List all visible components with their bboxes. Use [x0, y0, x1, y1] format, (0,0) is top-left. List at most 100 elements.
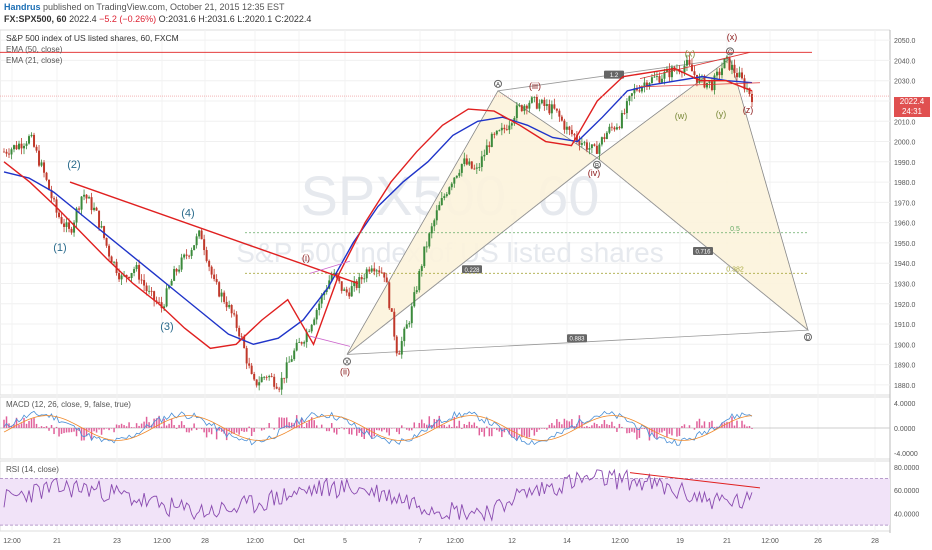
candle-body	[568, 126, 571, 130]
candle-body	[580, 143, 583, 145]
y-tick-label: 1890.0	[894, 363, 916, 370]
candle-body	[165, 288, 168, 307]
x-tick-label: Oct	[294, 538, 305, 545]
candle-body	[473, 168, 476, 170]
wave-label: (iv)	[588, 168, 601, 178]
x-tick-label: 14	[563, 538, 571, 545]
candle-body	[363, 278, 366, 280]
candle-body	[40, 162, 43, 166]
candle-body	[495, 130, 498, 135]
drawings: (1) (2) (3) (4) (i) (ii) (iii) (iv) (w) (x) (y) (z)…	[0, 32, 890, 377]
candle-body	[575, 135, 578, 141]
rsi-tick-label: 60.0000	[894, 488, 919, 495]
candle-body	[5, 151, 8, 154]
y-tick-label: 1950.0	[894, 241, 916, 248]
candle-body	[360, 277, 363, 280]
y-tick-label: 1880.0	[894, 383, 916, 390]
candle-body	[198, 230, 201, 237]
wave-label: (ii)	[340, 367, 350, 377]
wave-label: (4)	[181, 208, 194, 220]
ema21-label[interactable]: EMA (21, close)	[6, 56, 63, 65]
candle-body	[265, 376, 268, 378]
harmonic-leg	[346, 329, 809, 355]
candle-body	[550, 104, 553, 114]
candle-body	[390, 308, 393, 312]
candle-body	[705, 82, 708, 88]
candle-body	[455, 175, 458, 178]
candle-body	[618, 127, 621, 129]
candle-body	[20, 143, 23, 149]
candle-body	[520, 105, 523, 112]
candle-body	[738, 72, 741, 78]
candle-body	[393, 311, 396, 337]
macd-label[interactable]: MACD (12, 26, close, 9, false, true)	[6, 400, 131, 409]
candle-body	[395, 336, 398, 354]
candle-body	[168, 285, 171, 289]
y-tick-label: 1940.0	[894, 261, 916, 268]
symbol[interactable]: FX:SPX500, 60	[4, 14, 67, 24]
candle-body	[610, 126, 613, 128]
candle-body	[223, 292, 226, 302]
rsi-label[interactable]: RSI (14, close)	[6, 465, 59, 474]
candle-body	[163, 306, 166, 309]
x-tick-label: 12:00	[3, 538, 21, 545]
macd-tick-label: 4.0000	[894, 401, 916, 408]
candle-body	[373, 268, 376, 272]
downtrend-line	[69, 181, 359, 285]
candle-body	[75, 208, 78, 223]
candle-body	[670, 67, 673, 78]
candle-body	[30, 134, 33, 137]
candle-body	[320, 295, 323, 304]
candle-body	[90, 197, 93, 211]
candle-body	[98, 210, 101, 228]
wave-label: (iii)	[529, 81, 541, 91]
ema50-label[interactable]: EMA (50, close)	[6, 45, 63, 54]
wave-label: (2)	[67, 159, 80, 171]
candle-body	[578, 140, 581, 145]
candle-body	[173, 269, 176, 281]
candle-body	[275, 386, 278, 389]
wave-label: (x)	[727, 32, 738, 42]
candle-body	[110, 256, 113, 263]
candle-body	[8, 153, 11, 155]
candle-body	[88, 197, 91, 199]
x-tick-label: 28	[201, 538, 209, 545]
candle-body	[490, 133, 493, 147]
candle-body	[270, 375, 273, 377]
candle-body	[633, 88, 636, 94]
candle-body	[613, 127, 616, 130]
candle-body	[298, 342, 301, 343]
candle-body	[225, 301, 228, 308]
candle-body	[608, 126, 611, 133]
candle-body	[278, 388, 281, 390]
change: −5.2 (−0.26%)	[99, 14, 157, 24]
candle-body	[708, 81, 711, 83]
candle-body	[375, 270, 378, 272]
wave-label: (i)	[302, 253, 310, 263]
candle-body	[523, 105, 526, 112]
y-tick-label: 2030.0	[894, 79, 916, 86]
candle-body	[703, 75, 706, 88]
series-title[interactable]: S&P 500 index of US listed shares, 60, F…	[6, 33, 179, 43]
candle-body	[333, 273, 336, 275]
y-tick-label: 1900.0	[894, 342, 916, 349]
candle-body	[388, 282, 391, 309]
candle-body	[573, 134, 576, 136]
candle-body	[63, 223, 66, 227]
candle-body	[153, 291, 156, 301]
axes: 1880.01890.01900.01910.01920.01930.01940…	[3, 38, 919, 545]
candle-body	[220, 292, 223, 297]
candle-body	[73, 222, 76, 233]
candle-body	[443, 196, 446, 199]
candle-body	[218, 282, 221, 297]
candle-body	[558, 110, 561, 117]
harmonic-point-label: C	[728, 50, 733, 56]
candle-body	[590, 144, 593, 149]
candle-body	[625, 101, 628, 114]
candle-body	[315, 310, 318, 320]
candle-body	[368, 269, 371, 272]
macd-line	[3, 410, 753, 446]
macd-tick-label: 0.0000	[894, 426, 916, 433]
author-link[interactable]: Handrus	[4, 2, 41, 12]
